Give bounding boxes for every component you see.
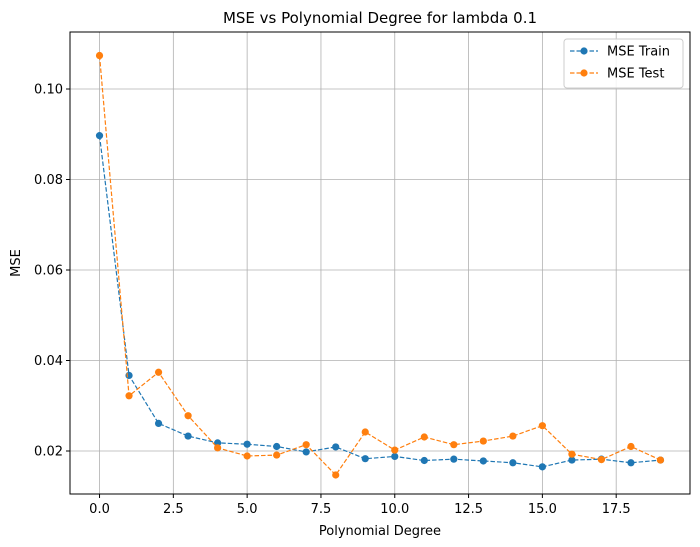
y-tick-label: 0.10	[34, 83, 63, 98]
data-point-mse-train	[538, 463, 546, 471]
data-point-mse-test	[597, 456, 606, 464]
data-point-mse-test	[361, 428, 369, 436]
data-point-mse-train	[361, 455, 369, 463]
x-tick-label: 17.5	[602, 502, 631, 517]
chart-title: MSE vs Polynomial Degree for lambda 0.1	[223, 9, 537, 27]
x-tick-label: 15.0	[528, 502, 557, 517]
data-point-mse-train	[154, 419, 163, 428]
data-point-mse-test	[184, 412, 192, 420]
gridlines	[70, 32, 690, 494]
x-tick-label: 12.5	[454, 502, 483, 517]
x-axis-label: Polynomial Degree	[319, 524, 441, 539]
data-point-mse-test	[479, 437, 487, 445]
data-point-mse-test	[420, 433, 428, 441]
legend-label-mse-train: MSE Train	[607, 45, 670, 60]
data-point-mse-train	[332, 443, 340, 451]
data-point-mse-train	[95, 132, 104, 140]
data-point-mse-train	[273, 442, 281, 451]
data-point-mse-test	[332, 471, 340, 479]
data-point-mse-test	[450, 441, 458, 449]
data-point-mse-train	[391, 452, 399, 461]
x-tick-label: 0.0	[89, 502, 110, 517]
y-axis: 0.02 0.04 0.06 0.08 0.10	[34, 83, 70, 460]
x-tick-label: 10.0	[380, 502, 409, 517]
legend: MSE Train MSE Test	[563, 38, 684, 89]
data-point-mse-test	[538, 422, 546, 430]
x-axis: 0.0 2.5 5.0 7.5 10.0 12.5 15.0 17.5	[89, 494, 631, 517]
data-point-mse-train	[243, 440, 251, 448]
x-tick-label: 7.5	[311, 502, 332, 517]
y-tick-label: 0.06	[34, 264, 63, 279]
data-point-mse-test	[509, 432, 517, 440]
data-point-mse-train	[420, 456, 428, 465]
data-point-mse-train	[450, 455, 458, 463]
plot-frame	[69, 31, 691, 495]
legend-label-mse-test: MSE Test	[607, 67, 664, 82]
series-line-mse-test	[98, 55, 661, 476]
series-line-mse-train	[98, 135, 661, 468]
legend-marker-mse-train	[580, 47, 588, 55]
data-point-mse-train	[184, 432, 192, 440]
data-point-mse-test	[627, 442, 635, 451]
y-axis-label: MSE	[9, 249, 24, 277]
data-point-mse-test	[243, 452, 251, 460]
legend-marker-mse-test	[580, 69, 588, 77]
data-point-mse-train	[214, 439, 222, 447]
data-point-mse-train	[568, 456, 576, 464]
y-tick-label: 0.04	[34, 354, 63, 369]
x-tick-label: 2.5	[163, 502, 184, 517]
y-tick-label: 0.02	[34, 445, 63, 460]
x-tick-label: 5.0	[237, 502, 258, 517]
data-point-mse-train	[479, 457, 487, 465]
data-point-mse-test	[214, 444, 222, 452]
data-point-mse-test	[391, 446, 399, 454]
series-layer	[95, 51, 665, 479]
data-point-mse-test	[568, 450, 576, 458]
data-point-mse-test	[95, 51, 104, 60]
series-mse-test	[95, 51, 665, 479]
data-point-mse-test	[273, 451, 281, 459]
data-point-mse-test	[154, 368, 163, 376]
data-point-mse-train	[302, 448, 310, 456]
data-point-mse-test	[302, 441, 310, 449]
data-point-mse-test	[125, 392, 133, 400]
y-tick-label: 0.08	[34, 173, 63, 188]
data-point-mse-train	[509, 459, 517, 467]
data-point-mse-train	[627, 459, 635, 467]
data-point-mse-test	[656, 456, 665, 464]
